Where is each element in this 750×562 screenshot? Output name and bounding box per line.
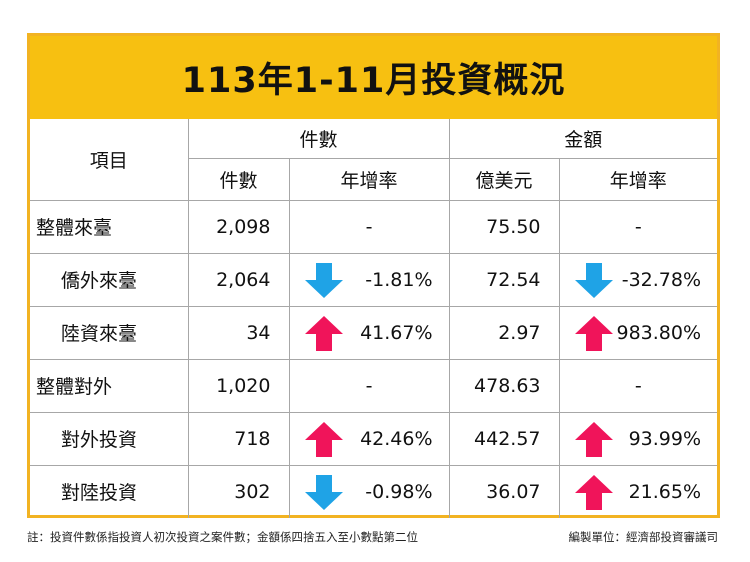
title-bar: 113年1-11月投資概況 xyxy=(30,36,717,119)
header-item: 項目 xyxy=(30,119,189,201)
count-rate-cell: -1.81% xyxy=(289,253,450,307)
row-label: 僑外來臺 xyxy=(30,253,189,307)
down-arrow-icon xyxy=(304,262,344,299)
down-arrow-icon xyxy=(304,474,344,511)
investment-table: 項目 件數 金額 件數 年增率 億美元 年增率 整體來臺 2,098-75.50-… xyxy=(30,119,718,518)
count-rate-cell: 42.46% xyxy=(289,412,450,466)
table-row: 陸資來臺 34 41.67% 2.97 983.80% xyxy=(30,306,718,360)
count-rate-value: 42.46% xyxy=(360,427,433,450)
amount-rate-value: -32.78% xyxy=(621,268,702,291)
count-rate-cell: 41.67% xyxy=(289,306,450,360)
count-rate-value: 41.67% xyxy=(360,321,433,344)
amount-rate-cell: -32.78% xyxy=(559,253,718,307)
count-cell: 302 xyxy=(188,465,290,518)
table-body: 整體來臺 2,098-75.50- 僑外來臺 2,064 -1.81% 72.54 -32.… xyxy=(30,200,718,518)
footnote: 註：投資件數係指投資人初次投資之案件數；金額係四捨五入至小數點第二位 xyxy=(27,530,418,544)
count-cell: 1,020 xyxy=(188,359,290,413)
header-amount-group: 金額 xyxy=(449,119,718,159)
row-label: 對陸投資 xyxy=(30,465,189,518)
row-label: 整體來臺 xyxy=(30,200,189,254)
up-arrow-icon xyxy=(304,421,344,458)
count-cell: 718 xyxy=(188,412,290,466)
table-frame: 113年1-11月投資概況 項目 件數 金額 件數 年增率 億美元 年增率 整體… xyxy=(27,33,720,518)
count-cell: 34 xyxy=(188,306,290,360)
row-label: 陸資來臺 xyxy=(30,306,189,360)
amount-rate-cell: - xyxy=(559,359,718,413)
count-cell: 2,098 xyxy=(188,200,290,254)
amount-rate-cell: - xyxy=(559,200,718,254)
amount-rate-cell: 21.65% xyxy=(559,465,717,518)
count-cell: 2,064 xyxy=(188,253,290,307)
header-amount: 億美元 xyxy=(449,158,560,201)
amount-cell: 36.07 xyxy=(449,465,560,518)
header-amount-rate: 年增率 xyxy=(559,158,718,201)
count-rate-cell: - xyxy=(289,359,450,413)
source-note: 編製單位：經濟部投資審議司 xyxy=(568,530,719,544)
up-arrow-icon xyxy=(574,474,614,511)
table-row: 對陸投資 302 -0.98% 36.07 21.65% xyxy=(30,465,717,518)
up-arrow-icon xyxy=(304,315,344,352)
down-arrow-icon xyxy=(574,262,614,299)
count-rate-cell: -0.98% xyxy=(289,465,450,518)
header-count-rate: 年增率 xyxy=(289,158,450,201)
amount-cell: 75.50 xyxy=(449,200,560,254)
amount-rate-value: 93.99% xyxy=(628,427,702,450)
amount-cell: 442.57 xyxy=(449,412,560,466)
amount-cell: 478.63 xyxy=(449,359,560,413)
amount-cell: 2.97 xyxy=(449,306,560,360)
amount-rate-cell: 93.99% xyxy=(559,412,718,466)
header-count: 件數 xyxy=(188,158,290,201)
amount-rate-value: 21.65% xyxy=(628,480,702,503)
amount-rate-cell: 983.80% xyxy=(559,306,718,360)
count-rate-value: -1.81% xyxy=(365,268,433,291)
amount-rate-value: 983.80% xyxy=(616,321,702,344)
row-label: 整體對外 xyxy=(30,359,189,413)
page-title: 113年1-11月投資概況 xyxy=(181,61,566,101)
header-count-group: 件數 xyxy=(188,119,450,159)
table-row: 對外投資 718 42.46% 442.57 93.99% xyxy=(30,412,718,466)
table-row: 整體來臺 2,098-75.50- xyxy=(30,200,718,254)
amount-cell: 72.54 xyxy=(449,253,560,307)
count-rate-cell: - xyxy=(289,200,450,254)
table-row: 整體對外 1,020-478.63- xyxy=(30,359,718,413)
up-arrow-icon xyxy=(574,421,614,458)
up-arrow-icon xyxy=(574,315,614,352)
count-rate-value: -0.98% xyxy=(365,480,433,503)
table-row: 僑外來臺 2,064 -1.81% 72.54 -32.78% xyxy=(30,253,718,307)
row-label: 對外投資 xyxy=(30,412,189,466)
